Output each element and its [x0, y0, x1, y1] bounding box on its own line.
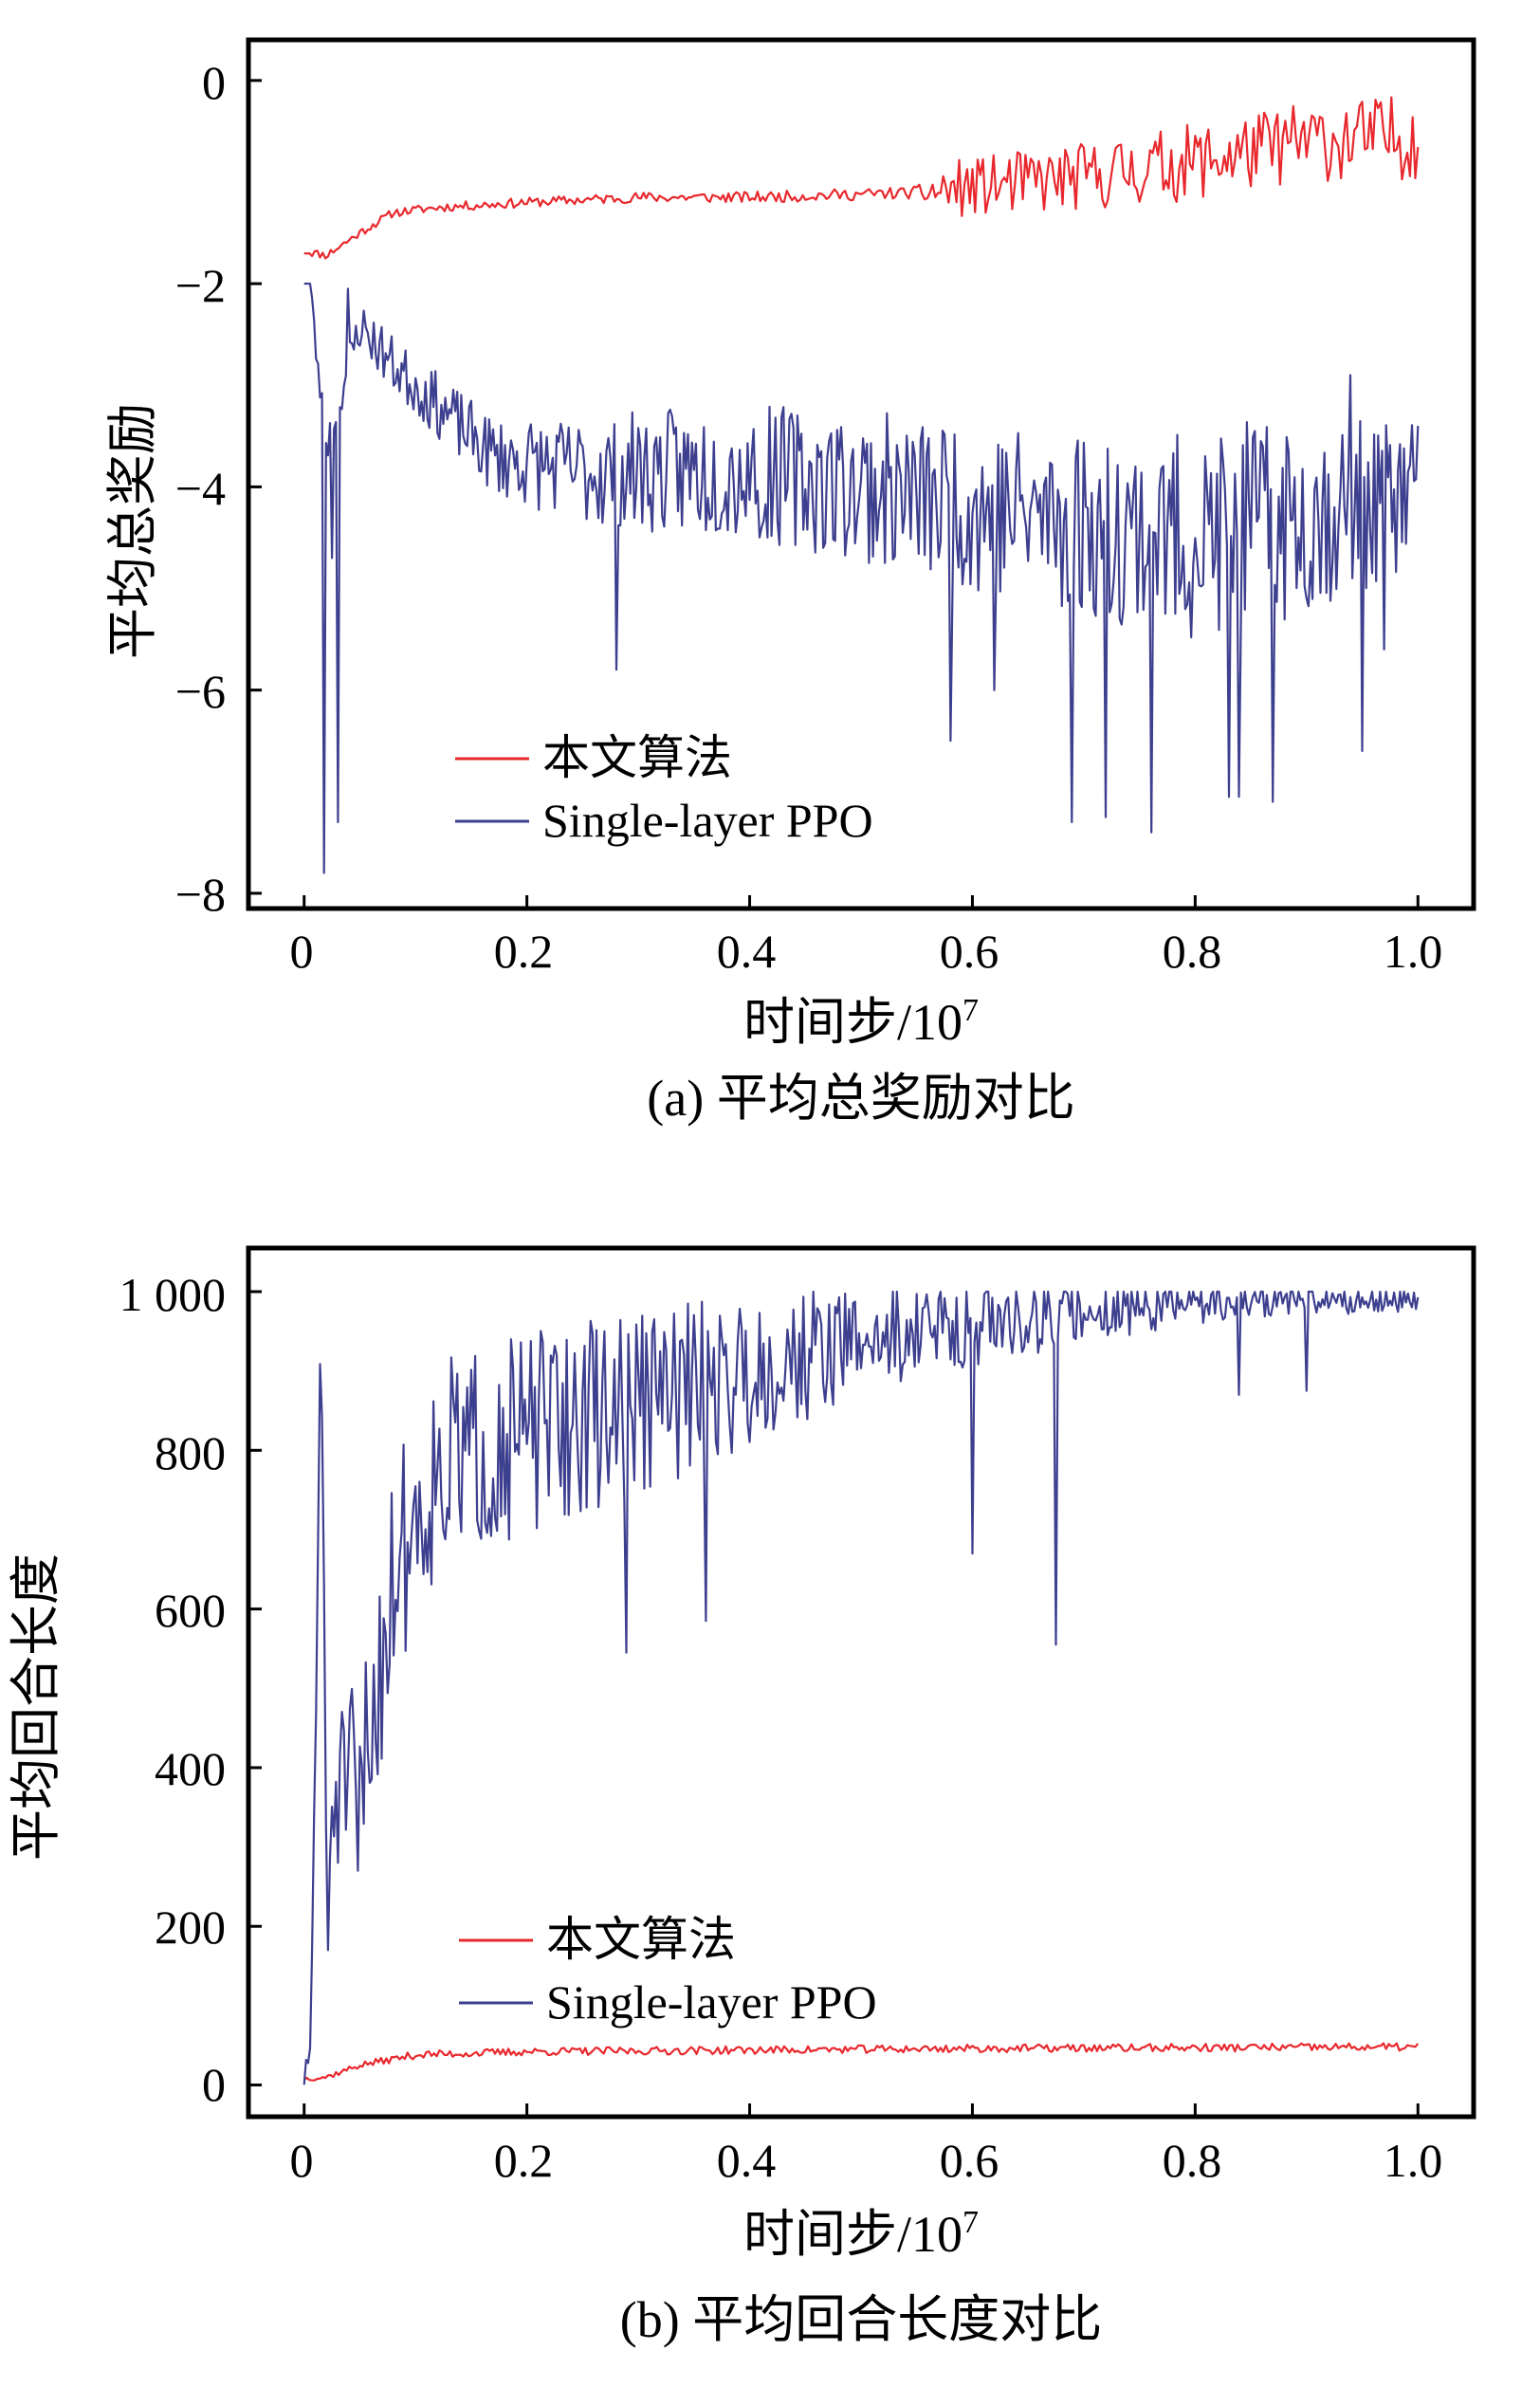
y-tick-label: 1 000	[119, 1268, 227, 1321]
reward-series-group	[248, 79, 1420, 909]
y-tick-label: 800	[155, 1426, 226, 1479]
length-x-axis: 0 0.2 0.4 0.6 0.8 1.0	[290, 2134, 1443, 2187]
series-line-ppo	[303, 283, 1420, 874]
legend-label-proposed: 本文算法	[542, 731, 732, 784]
x-tick-label: 0.8	[1163, 2134, 1222, 2187]
x-tick-label: 0.2	[494, 2134, 554, 2187]
reward-y-axis-title: 平均总奖励	[104, 403, 161, 659]
reward-legend: 本文算法 Single-layer PPO	[455, 731, 873, 847]
y-tick-label: 200	[155, 1900, 226, 1954]
reward-caption: (a) 平均总奖励对比	[647, 1070, 1074, 1127]
reward-y-axis: 0 −2 −4 −6 −8	[175, 56, 226, 921]
x-tick-label: 0.4	[717, 2134, 777, 2187]
y-tick-label: −2	[175, 259, 226, 312]
y-tick-label: −4	[175, 462, 226, 515]
x-tick-label: 0	[290, 2134, 314, 2187]
x-tick-label: 1.0	[1384, 2134, 1443, 2187]
length-y-axis-title: 平均回合长度	[8, 1553, 64, 1861]
reward-x-axis-title: 时间步/107	[743, 993, 979, 1051]
length-x-axis-title: 时间步/107	[743, 2205, 979, 2263]
legend-label-proposed: 本文算法	[546, 1913, 736, 1966]
y-tick-label: −6	[175, 665, 226, 718]
y-tick-label: 0	[202, 2058, 226, 2111]
legend-label-ppo: Single-layer PPO	[542, 794, 873, 847]
y-tick-label: 400	[155, 1742, 226, 1795]
series-line-proposed	[303, 2042, 1420, 2082]
reward-chart: 0 0.2 0.4 0.6 0.8 1.0 0 −2 −4 −6 −8 时间步/…	[104, 37, 1476, 1127]
reward-plot-frame	[246, 37, 1476, 911]
reward-x-axis: 0 0.2 0.4 0.6 0.8 1.0	[290, 925, 1443, 978]
length-caption: (b) 平均回合长度对比	[620, 2291, 1102, 2348]
x-tick-label: 0.8	[1163, 925, 1222, 978]
x-tick-label: 0.6	[940, 925, 999, 978]
series-line-proposed	[303, 96, 1420, 260]
series-line-ppo	[302, 1290, 1420, 2085]
x-tick-label: 0.6	[940, 2134, 999, 2187]
x-tick-label: 0.4	[717, 925, 777, 978]
y-tick-label: 600	[155, 1584, 226, 1637]
length-legend: 本文算法 Single-layer PPO	[459, 1913, 877, 2029]
x-tick-label: 1.0	[1384, 925, 1443, 978]
length-chart: 0 0.2 0.4 0.6 0.8 1.0 0 200 400 600 800 …	[8, 1245, 1476, 2348]
length-plot-frame	[246, 1245, 1476, 2120]
y-tick-label: −8	[175, 868, 226, 921]
legend-label-ppo: Single-layer PPO	[546, 1975, 877, 2029]
y-tick-label: 0	[202, 56, 226, 109]
x-tick-label: 0.2	[494, 925, 554, 978]
length-y-axis: 0 200 400 600 800 1 000	[119, 1268, 227, 2111]
x-tick-label: 0	[290, 925, 314, 978]
